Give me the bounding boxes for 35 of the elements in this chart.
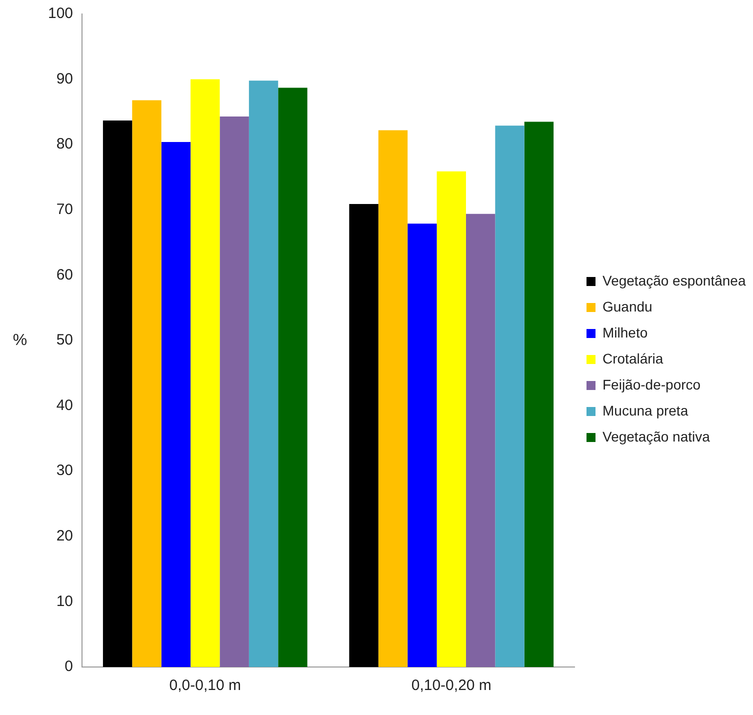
bar	[495, 126, 524, 667]
x-tick-label: 0,0-0,10 m	[169, 677, 242, 694]
y-tick-label: 100	[48, 5, 74, 22]
bar	[220, 116, 249, 667]
bar	[132, 100, 162, 667]
bar	[349, 204, 378, 667]
y-tick-label: 60	[56, 266, 74, 284]
bar	[190, 79, 220, 667]
y-tick-label: 90	[56, 70, 74, 88]
y-tick-label: 0	[64, 658, 74, 676]
bar	[436, 171, 466, 667]
legend-label: Milheto	[602, 324, 648, 340]
y-tick-label: 80	[56, 136, 74, 153]
legend-label: Vegetação espontânea	[602, 272, 746, 288]
y-tick-label: 30	[56, 462, 74, 480]
bar	[278, 88, 308, 667]
bar	[102, 120, 132, 667]
bar	[408, 224, 437, 667]
legend-label: Guandu	[602, 298, 652, 314]
bar	[161, 142, 191, 667]
legend-label: Feijão-de-porco	[602, 376, 701, 392]
y-tick-label: 50	[56, 332, 74, 349]
y-tick-label: 20	[56, 528, 74, 545]
y-tick-label: 70	[56, 201, 74, 218]
bar	[248, 80, 278, 667]
bar	[378, 130, 408, 667]
y-tick-label: 40	[56, 396, 74, 414]
x-tick-label: 0,10-0,20 m	[411, 677, 492, 694]
legend-label: Vegetação nativa	[602, 428, 710, 444]
bar	[466, 214, 496, 667]
bar	[524, 122, 554, 667]
legend-label: Mucuna preta	[602, 402, 688, 418]
y-axis-title: %	[12, 332, 28, 349]
y-tick-label: 10	[56, 592, 74, 610]
legend-label: Crotalária	[602, 350, 664, 366]
